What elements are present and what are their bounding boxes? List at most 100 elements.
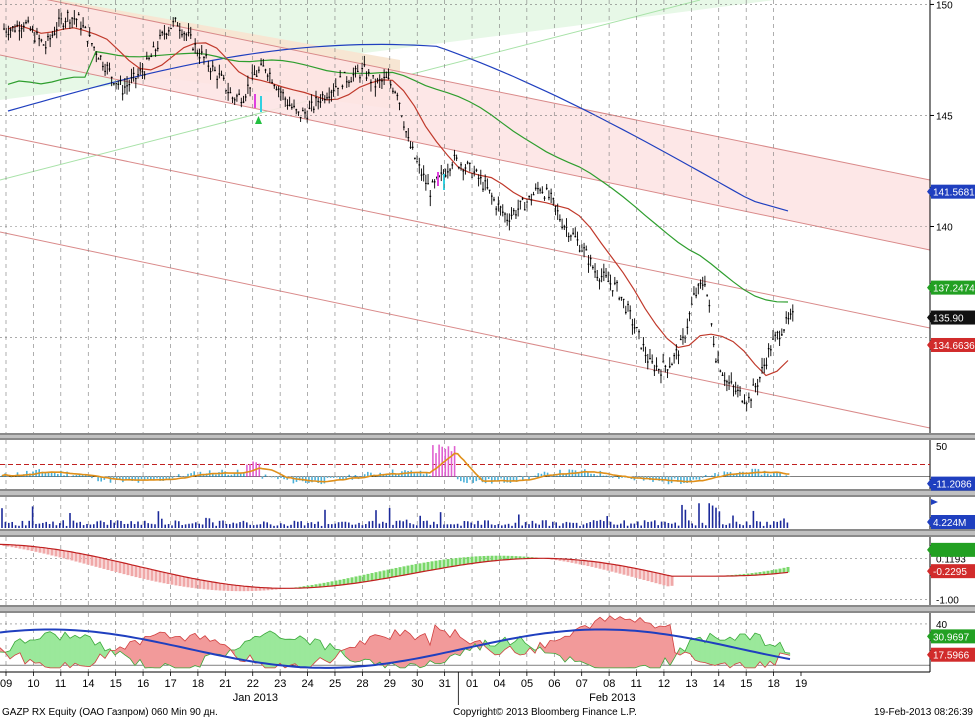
dmi-fill-segment — [279, 637, 286, 669]
dmi-fill-segment — [49, 631, 56, 669]
price-last-tag-bg — [931, 280, 975, 295]
dmi-fill-segment — [564, 635, 571, 663]
x-axis-day-label: 17 — [164, 678, 176, 690]
dmi-fill-segment — [629, 618, 636, 669]
dmi-minus-line — [0, 615, 791, 669]
x-axis-day-label: 06 — [548, 678, 560, 690]
dmi-fill-segment — [179, 635, 186, 669]
dmi-fill-segment — [319, 640, 326, 661]
dmi-fill-segment — [579, 625, 586, 664]
dmi-fill-segment — [624, 618, 631, 669]
macd-histogram — [2, 544, 790, 592]
panel-separator-inner — [0, 531, 975, 535]
macd-green-tag-bg — [931, 542, 975, 557]
x-axis-day-label: 04 — [493, 678, 505, 690]
adx-line — [0, 628, 791, 669]
volume-bars — [1, 503, 789, 528]
dmi-fill-segment — [264, 630, 271, 669]
dmi-fill-segment — [294, 635, 301, 669]
dmi-fill-segment — [614, 616, 621, 669]
dmi-fill-segment — [174, 636, 181, 669]
dmi-red-tag: 17.5966 — [933, 651, 970, 662]
x-axis-day-label: 14 — [82, 678, 94, 690]
copyright-label: Copyright© 2013 Bloomberg Finance L.P. — [453, 707, 637, 718]
dmi-fill-segment — [404, 629, 411, 669]
ma-red-line — [7, 24, 789, 377]
osc-last-tag-bg — [931, 476, 975, 491]
dmi-fill-segment — [634, 617, 641, 669]
dmi-fill-segment — [584, 625, 591, 666]
macd-axis-label: 0.1193 — [936, 554, 966, 565]
dmi-fill-segment — [729, 636, 736, 669]
dmi-fill-segment — [434, 624, 441, 664]
dmi-fill-segment — [79, 634, 86, 667]
x-axis-day-label: 16 — [137, 678, 149, 690]
price-axis-label: 150 — [936, 0, 953, 11]
x-axis-day-label: 12 — [658, 678, 670, 690]
volume-arrow — [931, 499, 938, 505]
osc-last-tag: -11.2086 — [933, 480, 972, 491]
macd-line — [0, 543, 789, 589]
ticker-label: GAZP RX Equity (ОАО Газпром) 060 Min 90 … — [2, 707, 218, 718]
dmi-green-tag: 30.9697 — [933, 632, 970, 643]
macd-last-tag-pointer — [927, 566, 931, 577]
panel-separator-inner — [0, 435, 975, 438]
dmi-green-tag-pointer — [927, 631, 931, 642]
price-candles — [3, 8, 794, 412]
buy-signal-arrow — [255, 116, 262, 124]
dmi-fill-segment — [714, 636, 721, 666]
price-last-tag-pointer — [927, 186, 931, 197]
dmi-fill-segment — [374, 634, 381, 666]
x-axis-day-label: 24 — [302, 678, 314, 690]
dmi-fill-segment — [169, 636, 176, 669]
x-axis-month-label: Jan 2013 — [233, 692, 278, 704]
dmi-axis-label: 40 — [936, 620, 948, 631]
dmi-fill-segment — [429, 624, 436, 664]
volume-last-tag-pointer — [927, 517, 931, 527]
x-axis-day-label: 23 — [274, 678, 286, 690]
osc-bars — [1, 444, 791, 485]
macd-last-tag: -0.2295 — [933, 567, 967, 578]
x-axis-month-label: Feb 2013 — [589, 692, 635, 704]
x-axis-day-label: 18 — [192, 678, 204, 690]
x-axis-day-label: 15 — [110, 678, 122, 690]
macd-last-tag-bg — [931, 564, 975, 579]
dmi-fill-segment — [659, 625, 666, 668]
volume-last-tag: 4.224M — [933, 518, 966, 529]
dmi-fill-segment — [159, 631, 166, 669]
x-axis-day-label: 30 — [411, 678, 423, 690]
x-axis-day-label: 10 — [27, 678, 39, 690]
dmi-fill-segment — [44, 631, 51, 669]
x-axis-day-label: 21 — [219, 678, 231, 690]
panel-separator-inner — [0, 607, 975, 611]
dmi-fill-segment — [84, 634, 91, 667]
x-axis-day-label: 09 — [0, 678, 12, 690]
red-channel-line-top — [46, 0, 930, 181]
dmi-fill-segment — [439, 629, 446, 664]
x-axis-day-label: 11 — [55, 678, 66, 690]
price-last-tag-pointer — [927, 282, 931, 293]
x-axis-day-label: 13 — [685, 678, 697, 690]
price-layer — [0, 0, 930, 429]
dmi-fill-segment — [149, 634, 156, 669]
price-last-tag-bg — [931, 337, 975, 352]
dmi-green-tag-bg — [931, 629, 975, 644]
x-axis-day-label: 14 — [713, 678, 725, 690]
panel-separator-inner — [0, 491, 975, 495]
price-axis-label: 145 — [936, 111, 953, 122]
ma-green-line — [7, 50, 789, 303]
dmi-fill-segment — [549, 640, 556, 654]
dmi-fill-segment — [644, 622, 651, 669]
dmi-fill-segment — [69, 634, 76, 669]
red-channel-line-mid — [0, 134, 930, 329]
red-channel-fill — [0, 0, 930, 250]
timestamp-label: 19-Feb-2013 08:26:39 — [874, 707, 973, 718]
x-axis-day-label: 01 — [466, 678, 478, 690]
dmi-fill-segment — [154, 631, 161, 669]
dmi-fill-segment — [609, 615, 616, 669]
x-axis-day-label: 29 — [384, 678, 396, 690]
price-last-tag: 137.2474 — [933, 284, 975, 295]
x-axis-day-label: 25 — [329, 678, 341, 690]
red-channel-line-bottom — [0, 54, 930, 251]
